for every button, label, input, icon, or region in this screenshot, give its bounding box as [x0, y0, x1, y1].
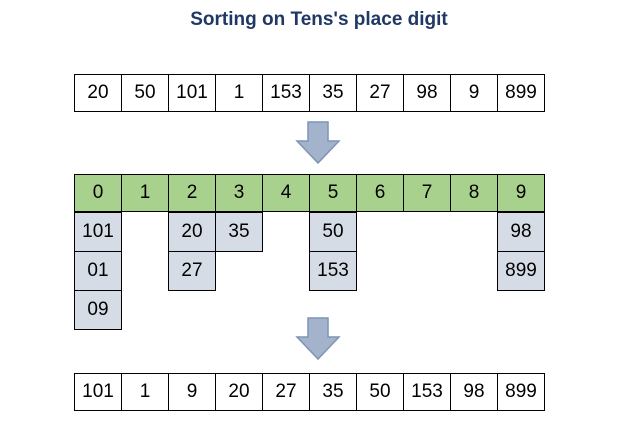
- bucket-header-cell: 0: [74, 174, 122, 212]
- bucket-header-cell: 3: [215, 174, 263, 212]
- output-array: 101 1 9 20 27 35 50 153 98 899: [74, 373, 545, 411]
- bucket-item: 35: [215, 212, 263, 252]
- bucket-item: 98: [497, 212, 545, 252]
- bucket-item: 153: [309, 251, 357, 291]
- bucket-item: 20: [168, 212, 216, 252]
- input-array: 20 50 101 1 153 35 27 98 9 899: [74, 74, 545, 112]
- bucket-header-cell: 2: [168, 174, 216, 212]
- output-cell: 35: [309, 373, 357, 411]
- bucket-header-cell: 6: [356, 174, 404, 212]
- output-cell: 153: [403, 373, 451, 411]
- output-cell: 1: [121, 373, 169, 411]
- bucket-header-cell: 4: [262, 174, 310, 212]
- output-cell: 20: [215, 373, 263, 411]
- input-cell: 9: [450, 74, 498, 112]
- bucket-header-cell: 9: [497, 174, 545, 212]
- input-cell: 1: [215, 74, 263, 112]
- down-arrow-icon: [295, 121, 341, 165]
- input-cell: 20: [74, 74, 122, 112]
- output-cell: 27: [262, 373, 310, 411]
- output-cell: 101: [74, 373, 122, 411]
- input-cell: 35: [309, 74, 357, 112]
- output-cell: 98: [450, 373, 498, 411]
- down-arrow-icon: [295, 317, 341, 361]
- bucket-item: 50: [309, 212, 357, 252]
- bucket-item: 899: [497, 251, 545, 291]
- bucket-header-cell: 8: [450, 174, 498, 212]
- input-cell: 27: [356, 74, 404, 112]
- bucket-header-cell: 1: [121, 174, 169, 212]
- output-cell: 899: [497, 373, 545, 411]
- output-cell: 50: [356, 373, 404, 411]
- input-cell: 98: [403, 74, 451, 112]
- input-cell: 101: [168, 74, 216, 112]
- input-cell: 50: [121, 74, 169, 112]
- input-cell: 153: [262, 74, 310, 112]
- bucket-item: 01: [74, 251, 122, 291]
- diagram-title: Sorting on Tens's place digit: [190, 9, 448, 30]
- bucket-header-cell: 5: [309, 174, 357, 212]
- bucket-header-cell: 7: [403, 174, 451, 212]
- bucket-item: 27: [168, 251, 216, 291]
- input-cell: 899: [497, 74, 545, 112]
- bucket-item: 101: [74, 212, 122, 252]
- output-cell: 9: [168, 373, 216, 411]
- bucket-item: 09: [74, 290, 122, 330]
